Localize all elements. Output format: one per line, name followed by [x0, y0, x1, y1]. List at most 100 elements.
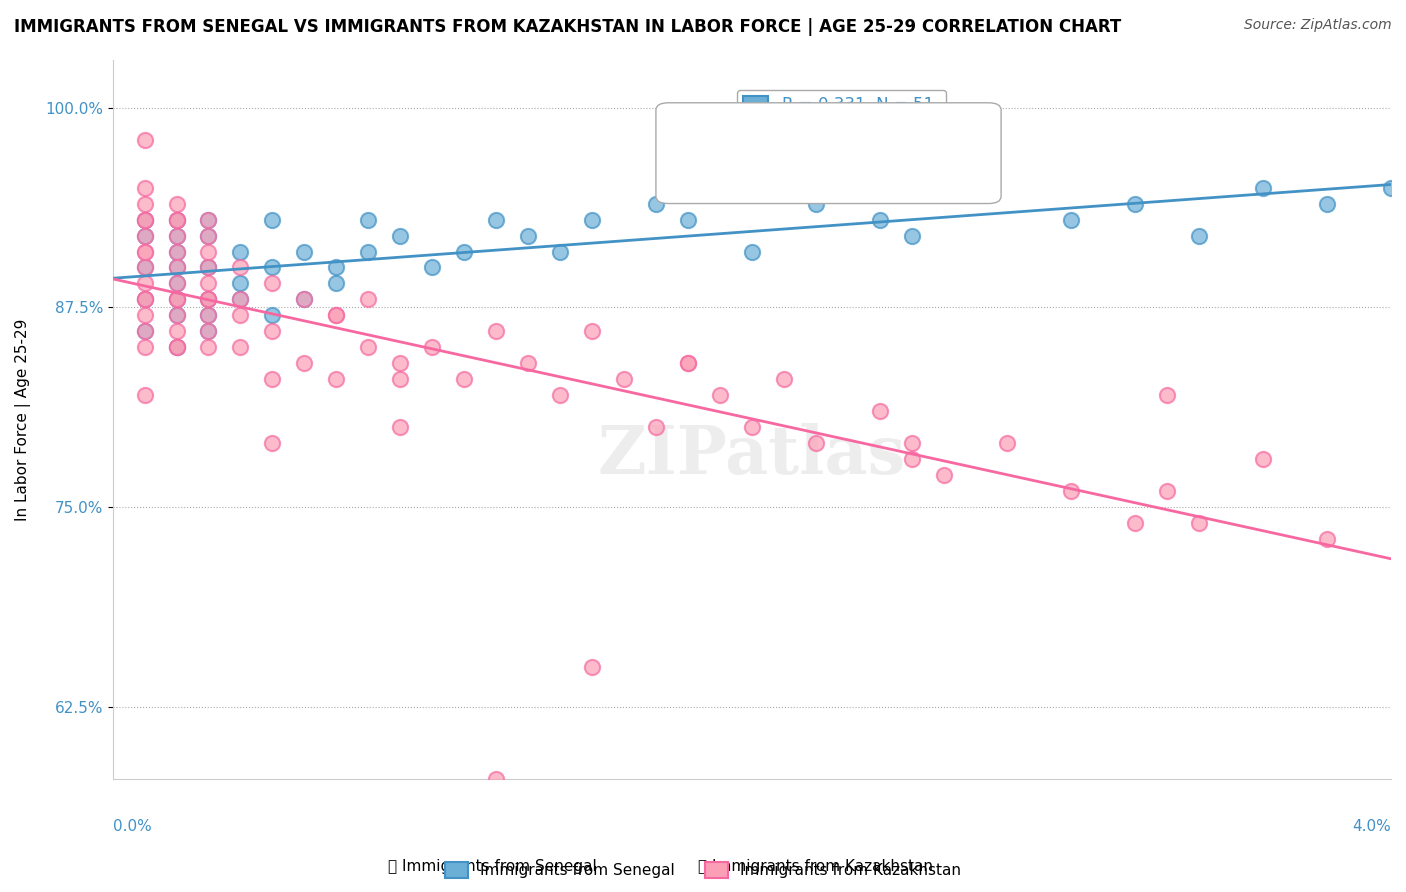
Point	[741, 420, 763, 434]
Point	[166, 341, 188, 355]
Text: IMMIGRANTS FROM SENEGAL VS IMMIGRANTS FROM KAZAKHSTAN IN LABOR FORCE | AGE 25-29: IMMIGRANTS FROM SENEGAL VS IMMIGRANTS FR…	[14, 18, 1122, 36]
Text: 0.0%: 0.0%	[112, 819, 152, 834]
Point	[134, 388, 156, 402]
Point	[134, 244, 156, 259]
Point	[197, 293, 219, 307]
Point	[517, 228, 540, 243]
Point	[197, 228, 219, 243]
Point	[1188, 228, 1211, 243]
Point	[420, 341, 443, 355]
Point	[197, 212, 219, 227]
Point	[676, 356, 699, 370]
Point	[134, 180, 156, 194]
Point	[1060, 484, 1083, 499]
Point	[900, 452, 922, 467]
Point	[262, 309, 284, 323]
Point	[645, 196, 668, 211]
Point	[325, 309, 347, 323]
Point	[262, 372, 284, 386]
Point	[485, 212, 508, 227]
Point	[166, 293, 188, 307]
Point	[229, 277, 252, 291]
Point	[166, 341, 188, 355]
Point	[197, 228, 219, 243]
Point	[453, 372, 475, 386]
Point	[197, 341, 219, 355]
Point	[1379, 180, 1402, 194]
Point	[548, 388, 571, 402]
Point	[325, 309, 347, 323]
Point	[166, 228, 188, 243]
Point	[166, 277, 188, 291]
Point	[262, 212, 284, 227]
Y-axis label: In Labor Force | Age 25-29: In Labor Force | Age 25-29	[15, 318, 31, 521]
Point	[869, 212, 891, 227]
Point	[1251, 452, 1274, 467]
Point	[932, 468, 955, 483]
Point	[166, 228, 188, 243]
Point	[804, 436, 827, 450]
Point	[134, 244, 156, 259]
Point	[900, 228, 922, 243]
Point	[389, 356, 412, 370]
Point	[292, 356, 315, 370]
Point	[1188, 516, 1211, 531]
Point	[229, 293, 252, 307]
Point	[229, 244, 252, 259]
Point	[292, 244, 315, 259]
Point	[1156, 484, 1178, 499]
Point	[134, 325, 156, 339]
Point	[357, 212, 380, 227]
Point	[613, 372, 636, 386]
Point	[229, 293, 252, 307]
Point	[548, 244, 571, 259]
Point	[134, 212, 156, 227]
Point	[197, 293, 219, 307]
Point	[229, 309, 252, 323]
Point	[1123, 196, 1146, 211]
Point	[134, 293, 156, 307]
Point	[166, 260, 188, 275]
Point	[581, 660, 603, 674]
Point	[134, 260, 156, 275]
Point	[166, 196, 188, 211]
Point	[166, 293, 188, 307]
Point	[134, 228, 156, 243]
Point	[166, 260, 188, 275]
Point	[197, 244, 219, 259]
Point	[262, 260, 284, 275]
Point	[197, 309, 219, 323]
Point	[166, 309, 188, 323]
Point	[229, 260, 252, 275]
Point	[166, 212, 188, 227]
Point	[166, 212, 188, 227]
Point	[325, 372, 347, 386]
Point	[134, 277, 156, 291]
Point	[166, 293, 188, 307]
Point	[197, 325, 219, 339]
Point	[166, 341, 188, 355]
Point	[1060, 212, 1083, 227]
Point	[741, 244, 763, 259]
Point	[517, 356, 540, 370]
Point	[134, 293, 156, 307]
Point	[134, 212, 156, 227]
Point	[900, 436, 922, 450]
Point	[357, 244, 380, 259]
Point	[134, 260, 156, 275]
Text: 🟥 Immigrants from Kazakhstan: 🟥 Immigrants from Kazakhstan	[697, 859, 934, 874]
Text: Source: ZipAtlas.com: Source: ZipAtlas.com	[1244, 18, 1392, 32]
Point	[453, 244, 475, 259]
Point	[581, 212, 603, 227]
Point	[134, 325, 156, 339]
Point	[134, 293, 156, 307]
Point	[325, 277, 347, 291]
Point	[166, 244, 188, 259]
Point	[166, 309, 188, 323]
Point	[1156, 388, 1178, 402]
Point	[134, 309, 156, 323]
Text: ⬜ Immigrants from Senegal: ⬜ Immigrants from Senegal	[388, 859, 596, 874]
Point	[389, 372, 412, 386]
Point	[134, 196, 156, 211]
Point	[997, 436, 1019, 450]
